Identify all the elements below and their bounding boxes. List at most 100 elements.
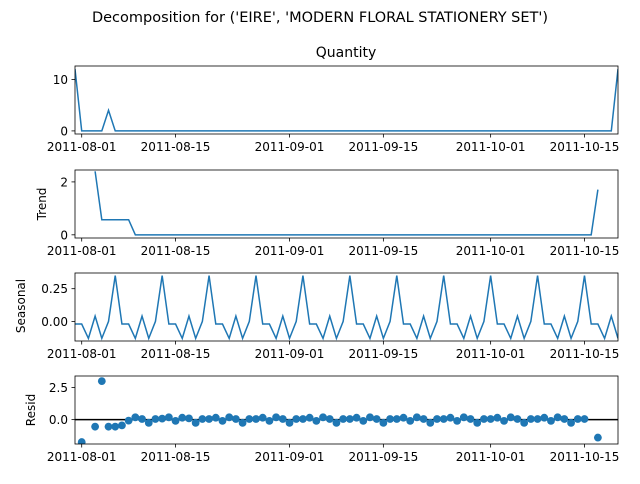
y-tick-label-0-0: 0 [60,124,68,138]
x-tick-label-3-2: 2011-09-01 [255,450,325,464]
x-tick-label-1-2: 2011-09-01 [255,244,325,258]
resid-point [533,415,542,423]
resid-point [332,418,341,427]
x-tick-label-3-5: 2011-10-15 [550,450,620,464]
axes-resid: 0.0 2.5 2011-08-01 2011-08-15 2011-09-01 2011… [47,377,620,464]
frame-seasonal [74,272,619,342]
resid-point [513,415,522,423]
resid-point [345,415,354,423]
resid-point [278,415,287,423]
resid-point [238,418,247,427]
resid-point [104,422,113,431]
x-tick-label-2-4: 2011-10-01 [456,347,526,361]
resid-point [526,415,535,423]
resid-point [265,417,274,425]
resid-point [91,422,100,431]
resid-point [580,415,589,423]
panel-trend: Trend 0 2 2011-08-01 2011-08-15 2011-09-01 20… [35,169,620,258]
x-tick-label-1-4: 2011-10-01 [456,244,526,258]
y-tick-label-3-1: 2.5 [49,381,68,395]
resid-point [560,415,569,423]
resid-point [252,415,260,423]
resid-point [453,417,462,425]
resid-point [198,415,207,423]
x-tick-label-3-4: 2011-10-01 [456,450,526,464]
resid-point [439,415,448,423]
panel-resid: Resid 0.0 2.5 2011-08-01 2011-08-15 2011-09-… [24,375,620,464]
resid-point [520,418,529,427]
x-tick-label-1-0: 2011-08-01 [47,244,117,258]
resid-point [231,415,240,423]
resid-point [77,438,86,444]
y-tick-label-1-0: 0 [60,228,68,242]
x-tick-label-2-1: 2011-08-15 [141,347,211,361]
x-tick-label-2-5: 2011-10-15 [550,347,620,361]
resid-point [218,417,227,425]
x-tick-label-0-5: 2011-10-15 [550,140,620,154]
resid-point [480,415,488,423]
resid-point [339,415,348,423]
resid-point [258,413,267,422]
resid-point [191,418,200,427]
panel-quantity: Quantity 0 10 2011-08-01 2011-08-15 2011-09-… [47,45,620,154]
resid-point [567,418,575,427]
y-tick-label-2-0: 0.00 [41,315,68,329]
x-tick-label-2-2: 2011-09-01 [255,347,325,361]
x-tick-label-0-3: 2011-09-15 [348,140,418,154]
resid-point [540,413,549,422]
x-tick-label-0-2: 2011-09-01 [255,140,325,154]
series-line-0 [75,69,618,132]
resid-point [312,417,321,425]
resid-point [486,415,495,423]
resid-point [158,414,167,423]
resid-point [97,377,106,386]
resid-point [426,418,435,427]
resid-point [292,415,301,423]
x-tick-label-0-1: 2011-08-15 [141,140,211,154]
resid-point [305,413,314,422]
x-tick-label-0-4: 2011-10-01 [456,140,526,154]
x-tick-label-1-3: 2011-09-15 [348,244,418,258]
resid-point [500,417,508,425]
resid-point [386,415,394,423]
x-tick-label-3-1: 2011-08-15 [141,450,211,464]
resid-point [124,416,133,425]
resid-point [359,417,368,425]
resid-point [506,413,515,422]
frame-quantity [74,65,619,135]
resid-point [211,413,220,422]
ylabel-resid: Resid [24,394,38,426]
x-tick-label-1-5: 2011-10-15 [550,244,620,258]
resid-point [138,415,146,423]
frame-trend [74,169,619,239]
axes-seasonal: 0.00 0.25 2011-08-01 2011-08-15 2011-09-01 20… [41,275,620,361]
resid-point [185,414,193,423]
series-line-2 [75,275,618,341]
panel-seasonal: Seasonal 0.00 0.25 2011-08-01 2011-08-15 201… [14,272,620,361]
resid-point [547,417,555,425]
y-tick-label-0-1: 10 [53,73,68,87]
resid-point [225,413,234,422]
y-tick-label-1-1: 2 [60,175,68,189]
y-tick-label-3-0: 0.0 [49,413,68,427]
resid-point [379,418,388,427]
resid-point [272,413,281,422]
resid-point [433,415,441,423]
resid-point [131,413,140,422]
x-tick-label-1-1: 2011-08-15 [141,244,211,258]
figure-suptitle: Decomposition for ('EIRE', 'MODERN FLORA… [92,10,548,26]
axes-quantity: 0 10 2011-08-01 2011-08-15 2011-09-01 2011-09… [47,69,620,154]
ylabel-trend: Trend [35,188,49,222]
resid-point [111,422,120,431]
resid-point [205,415,213,423]
resid-point [466,415,475,423]
resid-point [144,418,153,427]
resid-point [446,413,455,422]
resid-point [325,415,334,423]
resid-point [459,413,468,422]
series-line-1 [94,171,599,236]
resid-point [573,415,582,423]
resid-point [366,413,374,422]
x-tick-label-3-0: 2011-08-01 [47,450,117,464]
